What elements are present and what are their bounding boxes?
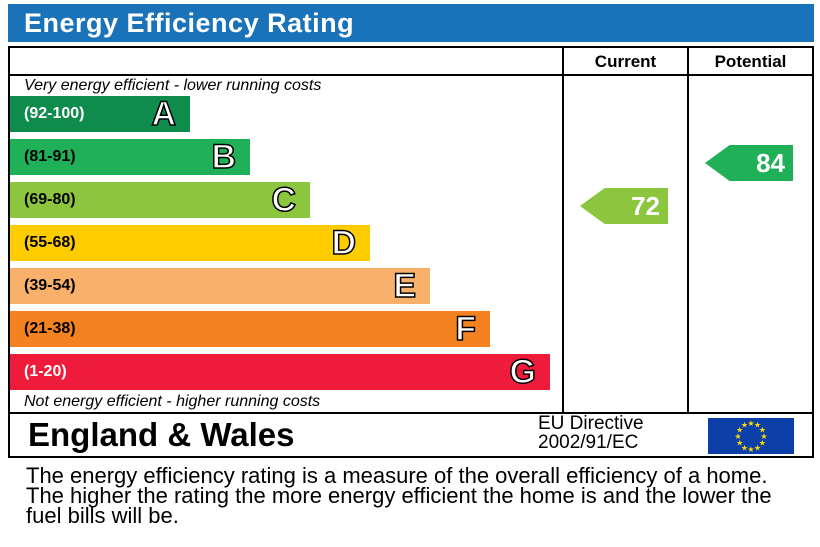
rating-chart: Current Potential Very energy efficient … (8, 46, 814, 458)
band-letter-label: G (509, 353, 537, 391)
eu-flag-icon: ★ ★ ★ ★ ★ ★ ★ ★ ★ ★ ★ ★ (708, 418, 794, 454)
svg-text:★: ★ (759, 426, 766, 435)
band-letter-label: C (271, 181, 297, 219)
svg-text:★: ★ (759, 439, 766, 448)
svg-text:★: ★ (734, 432, 741, 441)
directive-line-1: EU Directive (538, 413, 644, 434)
potential-rating-arrow: 84 (705, 145, 793, 181)
potential-column-header: Potential (714, 52, 787, 71)
band-letter-label: A (151, 95, 177, 133)
band-range-label: (69-80) (24, 191, 76, 208)
current-column-header: Current (594, 52, 657, 71)
band-a: (92-100) A (10, 95, 190, 133)
band-d: (55-68) D (10, 224, 370, 262)
description-text: The energy efficiency rating is a measur… (26, 463, 772, 528)
band-range-label: (92-100) (24, 105, 85, 122)
svg-text:★: ★ (754, 421, 761, 430)
current-rating-value: 72 (631, 191, 660, 221)
band-f: (21-38) F (10, 310, 490, 348)
column-divider (687, 48, 689, 414)
svg-text:★: ★ (754, 443, 761, 452)
band-range-label: (21-38) (24, 320, 76, 337)
svg-text:★: ★ (736, 439, 743, 448)
column-divider (562, 48, 564, 414)
band-b: (81-91) B (10, 138, 250, 176)
band-letter-label: D (331, 224, 357, 262)
directive-line-2: 2002/91/EC (538, 432, 639, 453)
footer-divider (10, 412, 812, 414)
band-e: (39-54) E (10, 267, 430, 305)
band-range-label: (55-68) (24, 234, 76, 251)
band-range-label: (1-20) (24, 363, 67, 380)
eu-directive: EU Directive 2002/91/EC (538, 414, 644, 452)
band-range-label: (39-54) (24, 277, 76, 294)
band-range-label: (81-91) (24, 148, 76, 165)
header-divider (10, 74, 812, 76)
band-letter-label: B (211, 138, 237, 176)
band-c: (69-80) C (10, 181, 310, 219)
potential-rating-value: 84 (756, 148, 785, 178)
svg-text:★: ★ (747, 445, 754, 454)
top-note: Very energy efficient - lower running co… (24, 77, 322, 94)
svg-text:★: ★ (736, 426, 743, 435)
band-letter-label: E (393, 267, 417, 305)
country-label: England & Wales (28, 416, 295, 453)
svg-text:★: ★ (741, 443, 748, 452)
svg-text:★: ★ (760, 432, 767, 441)
svg-text:★: ★ (741, 421, 748, 430)
svg-text:★: ★ (747, 419, 754, 428)
band-letter-label: F (454, 310, 476, 348)
current-rating-arrow: 72 (580, 188, 668, 224)
band-g: (1-20) G (10, 353, 550, 391)
bottom-note: Not energy efficient - higher running co… (24, 393, 321, 410)
page-title: Energy Efficiency Rating (8, 4, 814, 42)
